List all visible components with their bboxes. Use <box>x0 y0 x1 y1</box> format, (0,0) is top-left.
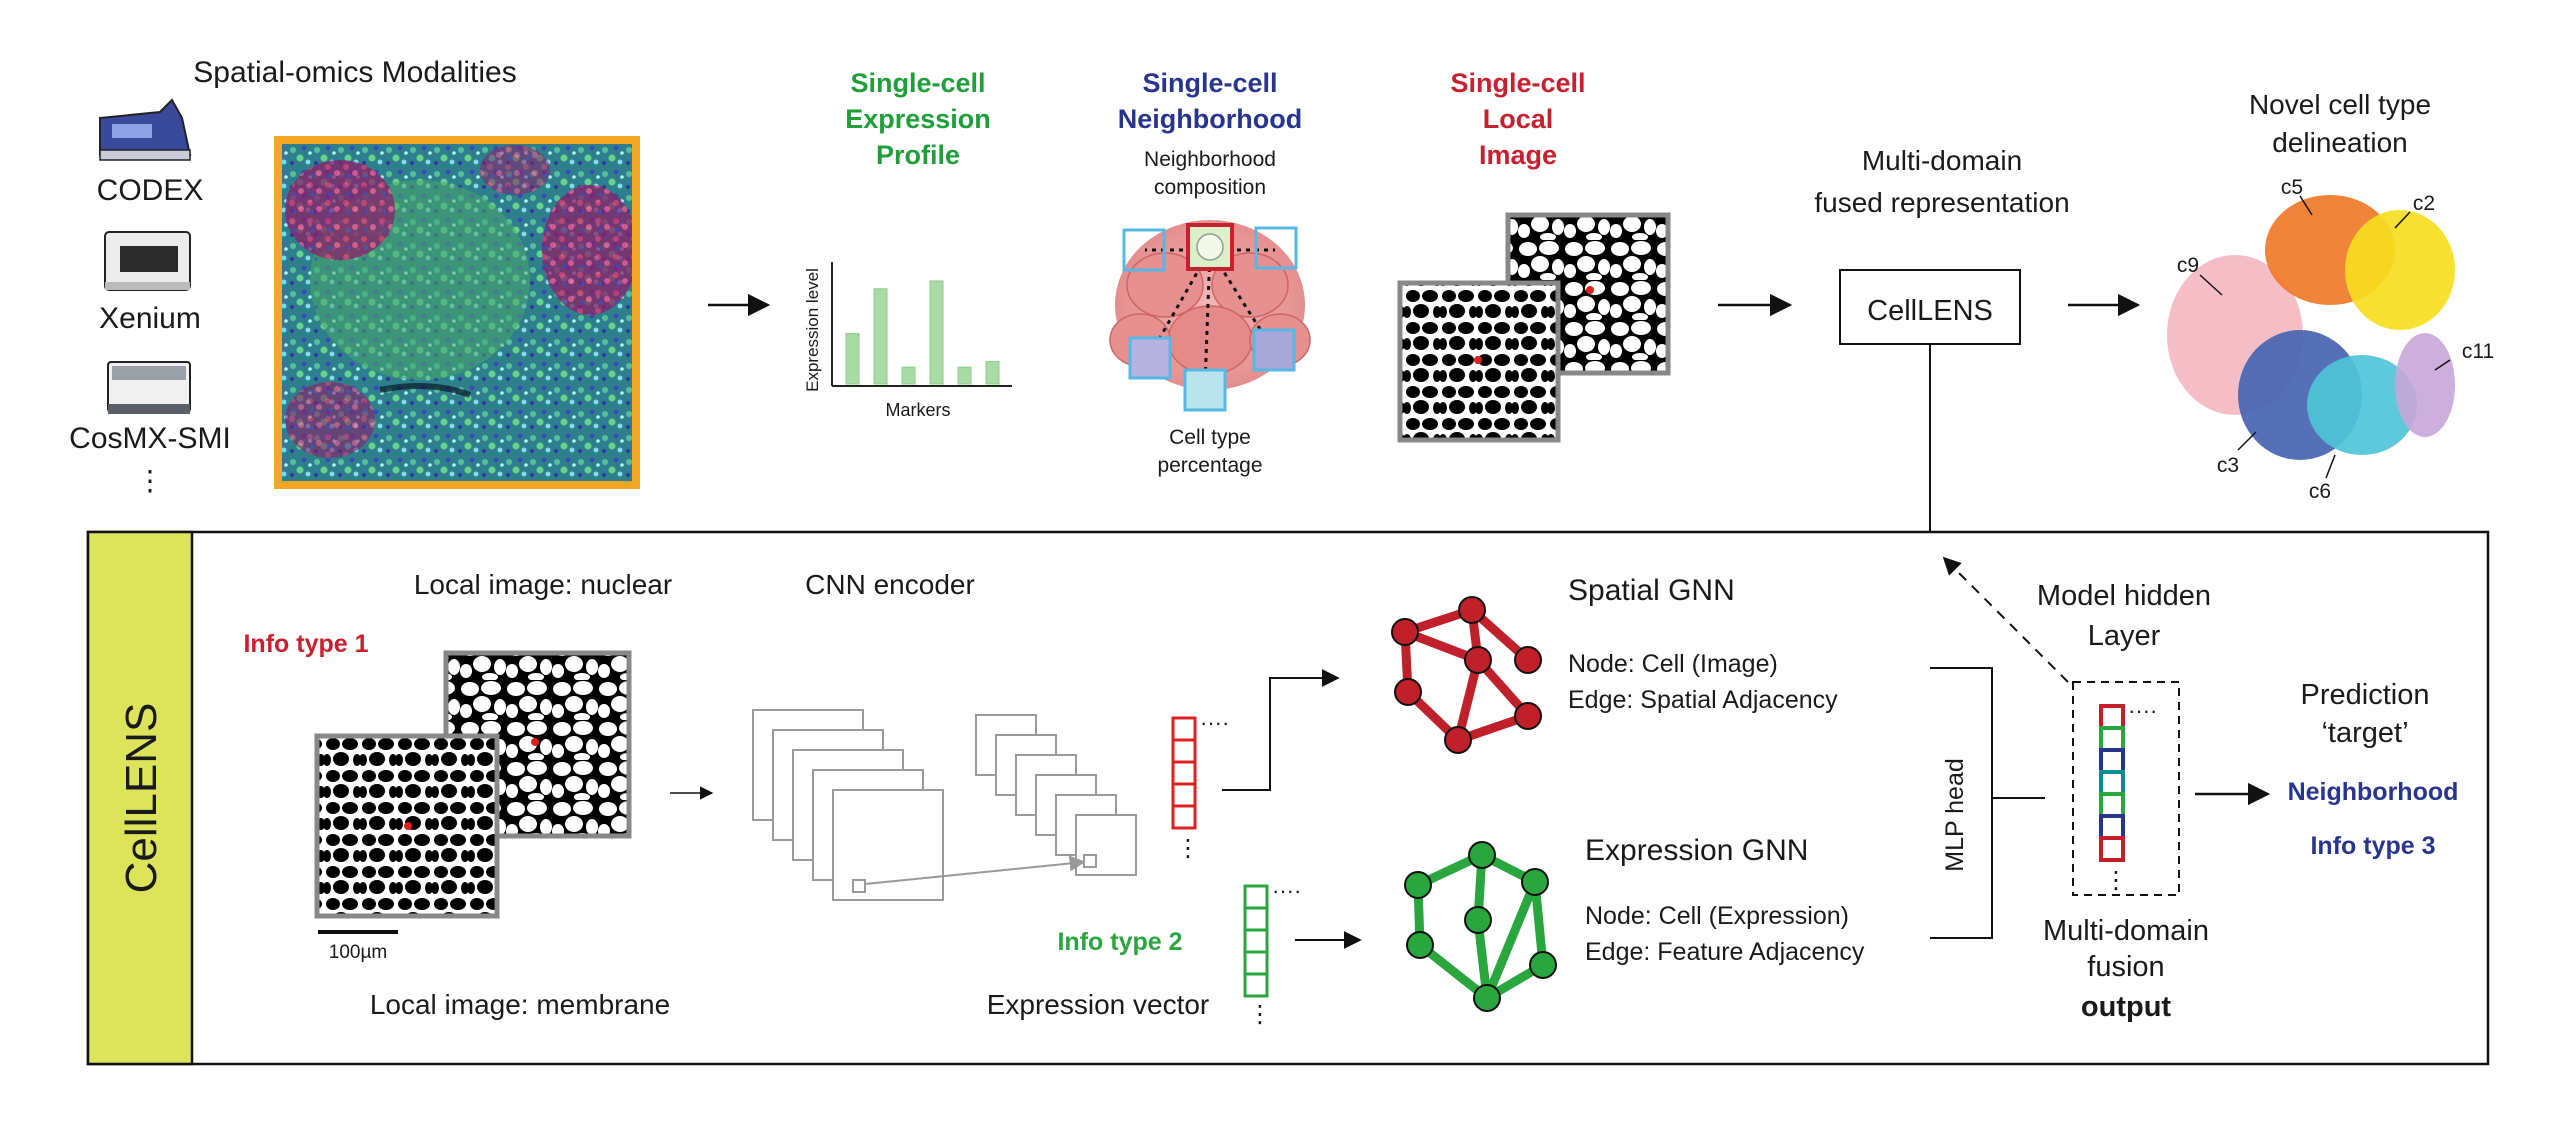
expression-title-1: Single-cell <box>850 68 985 98</box>
cluster-label-c5: c5 <box>2281 176 2303 199</box>
local-image-pair-panel <box>314 650 632 919</box>
fused-label-2: fused representation <box>1814 187 2069 218</box>
neighborhood-title-1: Single-cell <box>1142 68 1277 98</box>
local-image-title-2: Local <box>1483 104 1554 134</box>
expression-bar <box>957 366 972 385</box>
modality-xenium: Xenium <box>99 302 201 335</box>
expression-bar <box>985 361 1000 385</box>
expression-gnn-node: Node: Cell (Expression) <box>1585 902 1849 930</box>
neighborhood-cells-illustration <box>1109 220 1311 412</box>
expression-vector-label: Expression vector <box>987 989 1210 1020</box>
cnn-encoder-layers <box>752 709 1137 901</box>
modalities-title: Spatial-omics Modalities <box>193 56 516 89</box>
expression-gnn-edge: Edge: Feature Adjacency <box>1585 938 1865 966</box>
fused-label-1: Multi-domain <box>1862 145 2022 176</box>
cluster-label-c2: c2 <box>2413 192 2435 215</box>
novel-label-1: Novel cell type <box>2249 89 2431 120</box>
modality-codex: CODEX <box>97 174 204 207</box>
fusion-label-1: Multi-domain <box>2043 915 2209 947</box>
spatial-gnn-edge: Edge: Spatial Adjacency <box>1568 686 1838 714</box>
modality-cosmx: CosMX-SMI <box>69 422 231 455</box>
fusion-dots-below: ⋮ <box>2104 867 2128 894</box>
celllens-box-label: CellLENS <box>1867 295 1993 327</box>
spatial-gnn-nodes <box>1391 596 1542 754</box>
membrane-label: Local image: membrane <box>370 989 670 1020</box>
expression-x-label: Markers <box>885 400 950 420</box>
cluster-label-c9: c9 <box>2177 254 2199 277</box>
expression-gnn-title: Expression GNN <box>1585 834 1808 867</box>
umap-cluster-plot <box>2167 195 2455 479</box>
neighborhood-bottom-label-1: Cell type <box>1169 426 1251 449</box>
cluster-label-c11: c11 <box>2462 340 2494 363</box>
local-image-title-1: Single-cell <box>1450 68 1585 98</box>
prediction-label-1: Prediction <box>2301 679 2430 711</box>
hidden-layer-label-1: Model hidden <box>2037 580 2211 612</box>
fusion-label-2: fusion <box>2087 951 2164 983</box>
scale-bar-label: 100µm <box>329 942 387 963</box>
hidden-layer-label-2: Layer <box>2088 620 2161 652</box>
image-vector-dots-below: ⋮ <box>1176 835 1200 862</box>
fusion-output-label: output <box>2081 991 2172 1023</box>
expression-title-2: Expression <box>845 104 991 134</box>
arrow-to-spatial-gnn <box>1222 669 1340 791</box>
image-vector-dots-right: ···· <box>1200 710 1229 735</box>
expression-gnn-nodes <box>1404 841 1557 1012</box>
expression-bar <box>873 288 888 385</box>
celllens-side-label: CellLENS <box>117 703 166 894</box>
expression-bar <box>929 280 944 385</box>
neighborhood-bottom-label-2: percentage <box>1157 454 1262 477</box>
expression-title-3: Profile <box>876 140 960 170</box>
hidden-layer-arrow <box>1942 556 2069 683</box>
mlp-head-label: MLP head <box>1941 758 1969 872</box>
cluster-label-c6: c6 <box>2309 480 2331 503</box>
image-feature-vector <box>1171 716 1197 830</box>
local-image-pair-top <box>1397 212 1671 443</box>
expr-vector-dots-below: ⋮ <box>1248 1001 1272 1028</box>
modality-more: ⋮ <box>136 465 164 496</box>
celllens-side-band <box>86 530 194 1066</box>
cluster-label-c3: c3 <box>2217 454 2239 477</box>
neighborhood-title-2: Neighborhood <box>1118 104 1302 134</box>
expression-y-label: Expression level <box>803 268 822 392</box>
celllens-box <box>1839 269 2021 345</box>
fusion-feature-vector <box>2099 704 2125 862</box>
fusion-output-box <box>2072 681 2180 896</box>
expression-bar <box>845 333 860 385</box>
cnn-encoder-label: CNN encoder <box>805 569 975 600</box>
codex-instrument-icon <box>99 98 192 161</box>
info-type-3: Info type 3 <box>2310 832 2435 860</box>
prediction-label-2: ‘target’ <box>2321 717 2408 749</box>
nuclear-label: Local image: nuclear <box>414 569 672 600</box>
expr-vector-dots-right: ···· <box>1272 878 1301 903</box>
fusion-dots-right: ···· <box>2128 698 2157 723</box>
expression-mini-chart <box>831 262 1012 387</box>
neighborhood-top-label-1: Neighborhood <box>1144 148 1276 171</box>
xenium-instrument-icon <box>104 231 191 291</box>
expression-bar <box>901 366 916 385</box>
spatial-gnn-node: Node: Cell (Image) <box>1568 650 1778 678</box>
local-image-title-3: Image <box>1479 140 1557 170</box>
info-type-1: Info type 1 <box>243 630 368 658</box>
cnn-kernel-arrow <box>864 855 1086 885</box>
expression-feature-vector <box>1243 884 1269 998</box>
mlp-bracket <box>1930 667 1993 939</box>
neighborhood-top-label-2: composition <box>1154 176 1266 199</box>
tissue-image <box>274 136 640 489</box>
info-type-2: Info type 2 <box>1057 928 1182 956</box>
cosmx-instrument-icon <box>107 361 191 414</box>
prediction-value: Neighborhood <box>2288 778 2459 806</box>
novel-label-2: delineation <box>2272 127 2407 158</box>
spatial-gnn-title: Spatial GNN <box>1568 574 1735 607</box>
